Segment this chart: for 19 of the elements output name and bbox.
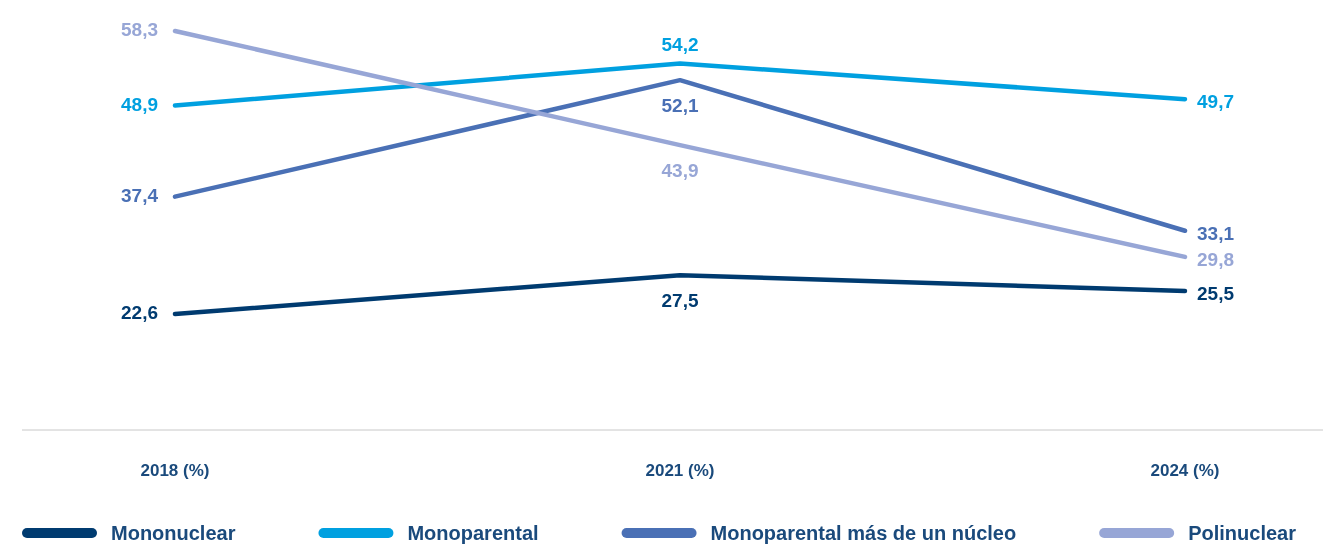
data-label: 54,2 — [661, 33, 699, 54]
x-tick-label: 2024 (%) — [1150, 460, 1220, 480]
data-label: 52,1 — [661, 94, 699, 116]
legend-label: Monoparental más de un núcleo — [710, 522, 1017, 544]
legend-label: Polinuclear — [1188, 522, 1297, 544]
data-label: 58,3 — [121, 18, 158, 40]
data-label: 49,7 — [1197, 90, 1234, 112]
data-label: 37,4 — [121, 184, 159, 206]
data-label: 48,9 — [121, 93, 158, 115]
data-label: 33,1 — [1197, 222, 1235, 244]
legend-label: Monoparental — [407, 522, 539, 544]
x-tick-label: 2018 (%) — [140, 460, 210, 480]
x-tick-label: 2021 (%) — [645, 460, 715, 480]
data-label: 43,9 — [661, 159, 699, 181]
data-label: 22,6 — [121, 301, 158, 323]
data-label: 29,8 — [1197, 248, 1234, 270]
data-label: 27,5 — [661, 289, 699, 311]
legend-label: Mononuclear — [111, 522, 236, 544]
data-label: 25,5 — [1197, 282, 1235, 304]
